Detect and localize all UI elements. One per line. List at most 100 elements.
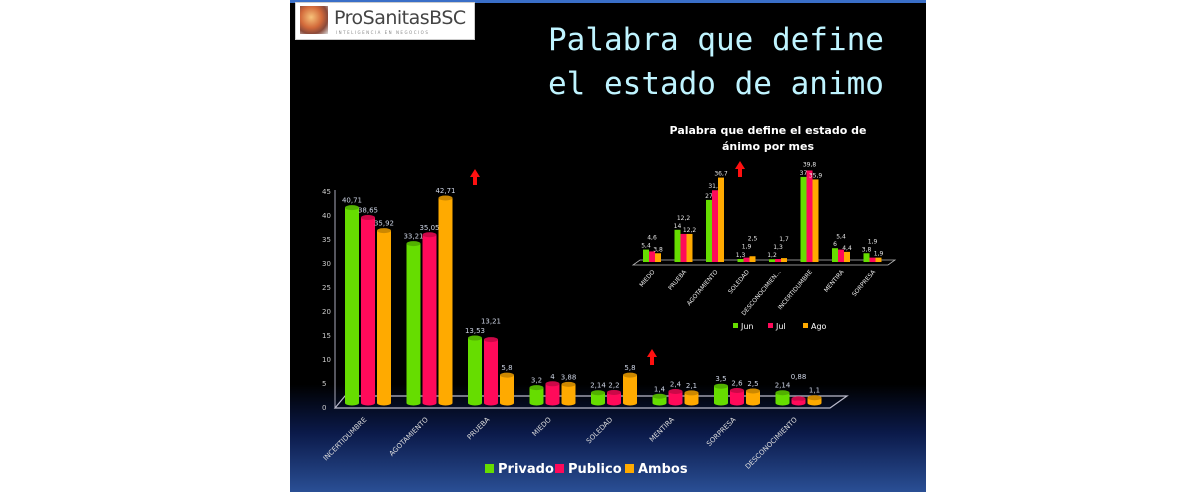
- data-label: 2,14: [590, 382, 606, 390]
- inset-data-label: 39,8: [803, 161, 817, 168]
- bar-cap: [561, 381, 576, 387]
- inset-legend-label: Ago: [811, 322, 827, 331]
- inset-bar-jul: [743, 257, 750, 262]
- inset-bar-jul: [680, 233, 687, 262]
- bar-base: [545, 400, 560, 406]
- inset-data-label: 27: [705, 193, 713, 200]
- inset-bar-jul: [869, 257, 876, 262]
- bar-ambos: [377, 230, 391, 403]
- data-label: 38,65: [358, 206, 378, 214]
- bar-base: [468, 400, 482, 406]
- bar-privado: [775, 392, 790, 403]
- bar-cap: [468, 335, 482, 341]
- inset-title: ánimo por mes: [722, 140, 814, 153]
- y-tick-label: 45: [322, 188, 331, 196]
- bar-cap: [730, 388, 744, 394]
- inset-data-label: 35,9: [809, 172, 823, 179]
- bar-cap: [684, 390, 699, 396]
- slide-title: Palabra que define el estado de animo: [548, 22, 884, 102]
- inset-legend-label: Jul: [775, 322, 786, 331]
- x-tick-label: SOLEDAD: [585, 416, 615, 446]
- inset-bar-jun: [800, 176, 807, 262]
- data-label: 40,71: [342, 197, 362, 205]
- data-label: 3,88: [561, 373, 577, 381]
- bar-privado: [406, 243, 421, 403]
- inset-x-tick-label: SOLEDAD: [727, 268, 751, 295]
- data-label: 2,5: [747, 380, 758, 388]
- legend-label: Privado: [498, 462, 554, 477]
- inset-data-label: 4,6: [647, 234, 657, 241]
- x-tick-label: PRUEBA: [466, 416, 492, 442]
- inset-x-tick-label: MENTIRA: [823, 268, 846, 294]
- inset-data-label: 37: [800, 170, 808, 177]
- inset-data-label: 5,4: [836, 234, 846, 241]
- inset-title: Palabra que define el estado de: [670, 124, 867, 137]
- bar-base: [652, 400, 667, 406]
- data-label: 5,8: [501, 364, 512, 372]
- x-tick-label: AGOTAMIENTO: [388, 415, 431, 458]
- data-label: 2,4: [670, 380, 682, 388]
- inset-data-label: 1,2: [767, 252, 777, 259]
- inset-x-tick-label: SORPRESA: [851, 268, 878, 298]
- bar-cap: [591, 390, 605, 396]
- inset-legend-swatch: [768, 323, 773, 328]
- data-label: 1,1: [809, 387, 820, 395]
- inset-bar-ago: [812, 179, 819, 262]
- data-label: 4: [550, 373, 555, 381]
- x-tick-label: SORPRESA: [705, 416, 737, 448]
- logo-name: ProSanitasBSC: [334, 7, 466, 29]
- bar-privado: [345, 207, 359, 403]
- y-tick-label: 35: [322, 236, 331, 244]
- bar-ambos: [746, 391, 760, 403]
- inset-legend-label: Jun: [740, 322, 754, 331]
- inset-bar-jul: [649, 251, 655, 262]
- bar-base: [529, 400, 544, 406]
- bar-publico: [361, 217, 375, 403]
- bar-base: [361, 400, 375, 406]
- up-arrow-icon: [735, 161, 745, 177]
- data-label: 0,88: [791, 373, 807, 381]
- inset-data-label: 1,3: [773, 244, 783, 251]
- bar-base: [668, 400, 683, 406]
- bar-base: [422, 400, 437, 406]
- bar-base: [775, 400, 790, 406]
- inset-x-tick-label: PRUEBA: [667, 268, 688, 292]
- legend-swatch: [485, 464, 494, 473]
- logo-image: [300, 6, 328, 34]
- bar-cap: [484, 337, 498, 343]
- inset-data-label: 6: [833, 241, 837, 248]
- data-label: 13,21: [481, 318, 501, 326]
- inset-bar-jun: [674, 229, 681, 262]
- inset-bar-jun: [769, 259, 775, 262]
- x-tick-label: MENTIRA: [648, 416, 676, 444]
- data-label: 3,5: [715, 375, 726, 383]
- inset-data-label: 4,4: [842, 245, 852, 252]
- inset-data-label: 1,9: [874, 251, 884, 258]
- bar-ambos: [500, 375, 514, 403]
- bar-base: [730, 400, 744, 406]
- inset-bar-ago: [686, 233, 693, 262]
- data-label: 2,6: [731, 380, 743, 388]
- bar-ambos: [684, 392, 699, 403]
- y-tick-label: 5: [322, 380, 326, 388]
- bar-cap: [652, 393, 667, 399]
- x-tick-label: MIEDO: [531, 415, 554, 438]
- legend-swatch: [625, 464, 634, 473]
- bar-cap: [529, 385, 544, 391]
- bar-ambos: [623, 375, 637, 403]
- bar-base: [684, 400, 699, 406]
- bar-cap: [668, 388, 683, 394]
- bar-publico: [545, 383, 560, 403]
- inset-data-label: 2,5: [748, 235, 758, 242]
- x-tick-label: DESCONOCIMIENTO: [744, 415, 799, 470]
- legend-label: Ambos: [638, 462, 688, 477]
- data-label: 33,21: [403, 233, 423, 241]
- bar-cap: [438, 195, 453, 201]
- inset-data-label: 5,4: [641, 243, 651, 250]
- bar-base: [484, 400, 498, 406]
- inset-data-label: 1,7: [779, 236, 789, 243]
- inset-data-label: 36,7: [714, 171, 728, 178]
- bar-cap: [623, 372, 637, 378]
- bar-ambos: [807, 397, 822, 403]
